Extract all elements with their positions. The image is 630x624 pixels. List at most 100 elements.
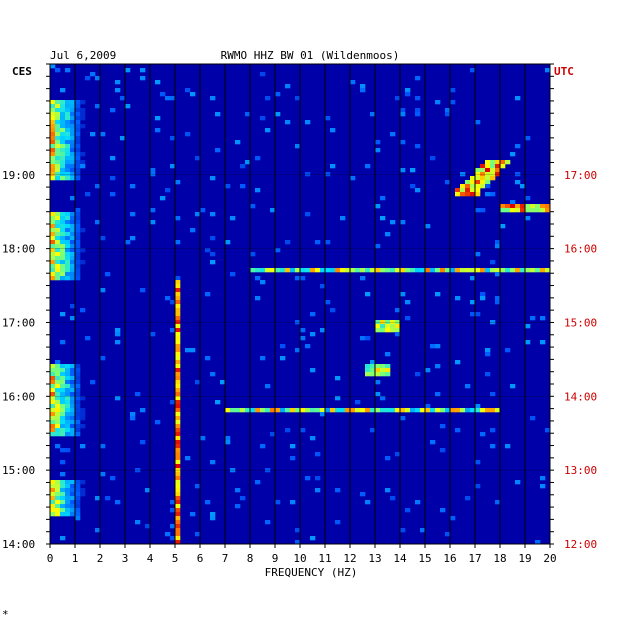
heatmap-cell [65,144,71,149]
heatmap-cell [265,384,271,389]
left-timezone-label: CES [12,65,32,78]
heatmap-cell [65,416,71,421]
heatmap-cell [75,212,81,217]
heatmap-cell [175,492,181,497]
heatmap-cell [80,308,86,313]
heatmap-cell [210,212,216,217]
heatmap-cell [175,416,181,421]
heatmap-cell [80,160,86,165]
x-tick-label: 0 [47,552,54,565]
heatmap-cell [310,368,316,373]
heatmap-cell [150,208,156,213]
heatmap-cell [490,444,496,449]
heatmap-cell [60,376,66,381]
heatmap-cell [80,408,86,413]
heatmap-cell [300,268,306,273]
heatmap-cell [415,112,421,117]
heatmap-cell [65,124,71,129]
heatmap-cell [515,208,521,213]
heatmap-cell [65,212,71,217]
heatmap-cell [60,112,66,117]
heatmap-cell [65,388,71,393]
heatmap-cell [190,512,196,517]
heatmap-cell [50,168,56,173]
x-tick-label: 15 [418,552,431,565]
heatmap-cell [60,364,66,369]
heatmap-cell [70,432,76,437]
heatmap-cell [60,420,66,425]
heatmap-cell [50,152,56,157]
heatmap-cell [70,512,76,517]
heatmap-cell [75,268,81,273]
heatmap-cell [100,444,106,449]
heatmap-cell [75,264,81,269]
heatmap-cell [265,408,271,413]
heatmap-cell [230,408,236,413]
heatmap-cell [50,112,56,117]
heatmap-cell [385,320,391,325]
heatmap-cell [175,356,181,361]
heatmap-cell [205,248,211,253]
heatmap-cell [75,400,81,405]
heatmap-cell [115,332,121,337]
heatmap-cell [540,208,546,213]
heatmap-cell [230,216,236,221]
heatmap-cell [385,352,391,357]
heatmap-cell [395,408,401,413]
heatmap-cell [55,444,61,449]
heatmap-cell [495,244,501,249]
heatmap-cell [510,384,516,389]
heatmap-cell [245,112,251,117]
heatmap-cell [60,480,66,485]
heatmap-cell [540,476,546,481]
heatmap-cell [335,268,341,273]
heatmap-cell [440,408,446,413]
heatmap-cell [310,436,316,441]
heatmap-cell [55,224,61,229]
heatmap-cell [75,412,81,417]
heatmap-cell [65,168,71,173]
heatmap-cell [175,404,181,409]
heatmap-cell [480,268,486,273]
heatmap-cell [410,168,416,173]
heatmap-cell [370,268,376,273]
heatmap-cell [70,132,76,137]
heatmap-cell [465,180,471,185]
heatmap-cell [525,196,531,201]
heatmap-cell [445,532,451,537]
heatmap-cell [370,364,376,369]
y-tick-label-right: 12:00 [564,538,597,551]
heatmap-cell [55,108,61,113]
heatmap-cell [465,184,471,189]
heatmap-cell [70,108,76,113]
heatmap-cell [265,520,271,525]
heatmap-cell [525,216,531,221]
heatmap-cell [370,112,376,117]
heatmap-cell [275,500,281,505]
heatmap-cell [500,208,506,213]
heatmap-cell [50,140,56,145]
heatmap-cell [95,528,101,533]
heatmap-cell [55,364,61,369]
heatmap-cell [475,120,481,125]
heatmap-cell [450,88,456,93]
heatmap-cell [70,124,76,129]
heatmap-cell [250,268,256,273]
heatmap-cell [380,372,386,377]
heatmap-cell [130,412,136,417]
heatmap-cell [50,488,56,493]
heatmap-cell [50,408,56,413]
heatmap-cell [175,468,181,473]
heatmap-cell [55,380,61,385]
heatmap-cell [170,96,176,101]
heatmap-cell [50,240,56,245]
heatmap-cell [435,268,441,273]
heatmap-cell [55,372,61,377]
heatmap-cell [455,408,461,413]
heatmap-cell [385,456,391,461]
heatmap-cell [70,416,76,421]
heatmap-cell [70,176,76,181]
heatmap-cell [50,400,56,405]
heatmap-cell [490,192,496,197]
heatmap-cell [175,412,181,417]
